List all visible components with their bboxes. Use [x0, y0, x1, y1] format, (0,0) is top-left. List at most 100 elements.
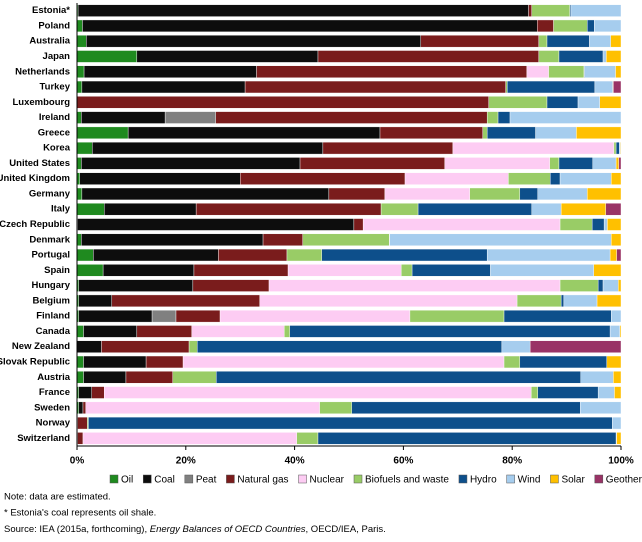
bar-segment	[103, 386, 532, 399]
bar-segment	[136, 325, 192, 338]
y-tick-label: Switzerland	[17, 433, 70, 444]
bar-segment	[78, 294, 113, 308]
bar-segment	[490, 264, 595, 277]
bar-segment	[81, 80, 246, 94]
legend-swatch	[226, 474, 235, 484]
bar-segment	[519, 187, 538, 201]
bar-segment	[619, 325, 622, 338]
bar-segment	[591, 218, 605, 231]
y-tick-label: Estonia*	[32, 5, 70, 16]
bar-segment	[328, 187, 386, 201]
bar-segment	[287, 264, 402, 277]
bar-segment	[82, 19, 538, 33]
y-tick-label: Ireland	[39, 112, 70, 123]
bar-segment	[317, 50, 540, 63]
bar-segment	[605, 203, 622, 216]
y-tick-label: Norway	[36, 418, 71, 429]
bar-segment	[102, 264, 195, 277]
legend-swatch	[109, 474, 119, 484]
bar-segment	[420, 35, 540, 48]
bar-segment	[602, 50, 607, 63]
bar-segment	[486, 111, 499, 124]
y-tick-label: Poland	[38, 20, 70, 31]
legend-label: Hydro	[470, 475, 497, 486]
bar-segment	[82, 432, 297, 445]
bar-segment	[570, 4, 622, 17]
bar-segment	[614, 386, 622, 399]
bar-segment	[616, 432, 622, 445]
bar-segment	[537, 386, 599, 399]
legend-swatch	[184, 474, 194, 484]
bar-segment	[82, 401, 86, 414]
y-tick-label: Luxembourg	[12, 97, 70, 108]
bar-segment	[613, 141, 617, 155]
bar-segment	[612, 416, 622, 430]
bar-segment	[611, 233, 622, 246]
bar-segment	[244, 80, 506, 94]
bar-segment	[501, 340, 531, 353]
bar-segment	[577, 96, 600, 109]
bar-segment	[296, 432, 319, 445]
bar-segment	[509, 111, 622, 124]
bar-segment	[411, 264, 491, 277]
bar-segment	[86, 35, 422, 48]
bar-segment	[175, 309, 221, 323]
bar-segment	[610, 35, 622, 48]
bar-segment	[609, 325, 621, 338]
bar-segment	[83, 371, 127, 384]
bar-segment	[81, 233, 264, 246]
bar-segment	[401, 264, 413, 277]
bar-segment	[362, 218, 561, 231]
bar-segment	[188, 340, 198, 353]
bar-segment	[615, 157, 620, 170]
bar-segment	[409, 309, 505, 323]
bar-segment	[620, 141, 622, 155]
y-tick-label: Hungary	[31, 280, 70, 291]
bar-segment	[76, 325, 84, 338]
bar-segment	[78, 309, 153, 323]
bar-segment	[486, 126, 536, 140]
bar-segment	[546, 35, 590, 48]
bar-segment	[215, 111, 488, 124]
bar-segment	[618, 279, 622, 292]
note: Note: data are estimated.	[4, 492, 111, 503]
bar-segment	[559, 218, 593, 231]
bar-segment	[538, 35, 548, 48]
y-tick-label: Italy	[51, 204, 71, 215]
bar-segment	[599, 96, 622, 109]
bar-segment	[76, 126, 129, 140]
x-tick-label: 40%	[285, 456, 305, 467]
legend-swatch	[458, 474, 468, 484]
bar-segment	[321, 248, 488, 262]
bar-segment	[546, 96, 579, 109]
bar-segment	[535, 126, 577, 140]
bar-segment	[404, 172, 509, 185]
bar-segment	[125, 371, 173, 384]
bar-segment	[78, 279, 194, 292]
bar-segment	[195, 203, 382, 216]
bar-segment	[256, 65, 528, 78]
y-tick-label: Turkey	[40, 82, 71, 93]
bar-segment	[77, 218, 355, 231]
bar-segment	[83, 65, 257, 78]
bar-segment	[560, 203, 606, 216]
bar-segment	[91, 386, 105, 399]
bar-segment	[553, 19, 588, 33]
bar-segment	[503, 355, 521, 369]
y-tick-label: Spain	[44, 265, 70, 276]
bar-segment	[83, 325, 138, 338]
bar-segment	[615, 141, 620, 155]
bar-segment	[259, 294, 518, 308]
y-tick-label: Australia	[29, 36, 70, 47]
bar-segment	[594, 80, 614, 94]
bar-segment	[76, 187, 83, 201]
bar-segment	[497, 111, 511, 124]
legend-swatch	[142, 474, 152, 484]
bar-segment	[531, 203, 562, 216]
bar-segment	[548, 65, 585, 78]
bar-segment	[76, 203, 105, 216]
bar-segment	[584, 65, 616, 78]
bar-segment	[76, 264, 104, 277]
bar-segment	[550, 172, 561, 185]
bar-segment	[78, 401, 84, 414]
